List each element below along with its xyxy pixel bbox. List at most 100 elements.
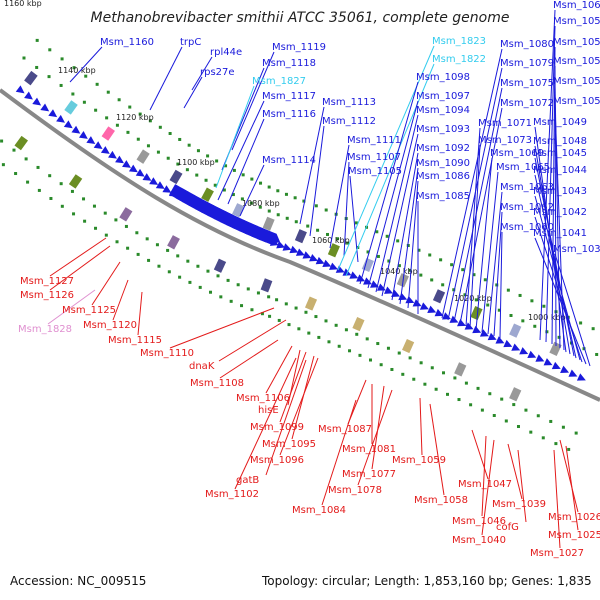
forward-gene-arrow (576, 373, 586, 381)
grid-dot (59, 182, 63, 186)
label-leader-line (507, 443, 523, 500)
scale-tick-label: 1060 kbp (312, 236, 350, 245)
forward-gene (449, 315, 459, 323)
grid-dot (72, 66, 76, 70)
grid-dot (166, 248, 170, 252)
grid-dot (346, 241, 350, 245)
grid-dot (49, 196, 53, 200)
grid-dot (48, 48, 52, 52)
gene-label: Msm_1061 (553, 0, 600, 11)
forward-gene-arrow (48, 109, 58, 118)
gene-label: Msm_1120 (83, 320, 137, 331)
grid-dot (595, 352, 599, 356)
gene-label: Msm_1090 (416, 158, 470, 169)
grid-dot (268, 314, 272, 318)
forward-gene (32, 97, 42, 106)
feature-block (213, 258, 227, 273)
label-leader-line (215, 85, 255, 189)
forward-gene (479, 329, 489, 337)
gene-label: Msm_1026 (548, 512, 600, 523)
forward-gene-arrow (384, 286, 393, 294)
grid-dot (317, 335, 321, 339)
grid-dot (229, 299, 233, 303)
scale-tick-label: 1080 kbp (242, 199, 280, 208)
grid-dot (304, 310, 308, 314)
forward-gene-arrow (282, 243, 292, 251)
forward-gene-arrow (535, 354, 545, 362)
grid-dot (216, 274, 220, 278)
gene-label: Msm_1106 (236, 393, 290, 404)
label-leader-line (554, 253, 591, 367)
forward-gene (457, 318, 466, 327)
forward-gene (568, 369, 578, 377)
forward-gene-arrow (342, 268, 352, 276)
grid-dot (92, 204, 96, 208)
gene-label: Msm_1097 (416, 91, 470, 102)
label-leader-line (534, 174, 577, 359)
forward-gene (527, 350, 537, 359)
scale-tick-label: 1140 kbp (58, 66, 96, 75)
gene-label: Msm_1060 (500, 222, 554, 233)
grid-dot (267, 209, 271, 213)
forward-gene (149, 177, 159, 185)
label-leader-line (112, 279, 129, 321)
grid-dot (128, 105, 132, 109)
grid-dot (452, 288, 456, 292)
forward-gene (135, 168, 145, 177)
gene-label: Msm_1069 (490, 148, 544, 159)
feature-rect (64, 100, 78, 115)
grid-dot (488, 392, 492, 396)
grid-dot (226, 278, 230, 282)
leader-lines-layer (47, 9, 591, 549)
grid-dot (557, 335, 561, 339)
forward-gene (142, 173, 152, 181)
label-leader-line (47, 289, 96, 325)
grid-dot (284, 302, 288, 306)
grid-dot (14, 172, 18, 176)
grid-dot (497, 308, 501, 312)
gene-label: Msm_1071 (478, 118, 532, 129)
grid-dot (397, 264, 401, 268)
gene-label: Msm_1107 (347, 152, 401, 163)
grid-dot (344, 328, 348, 332)
grid-dot (72, 212, 76, 216)
grid-dot (168, 132, 172, 136)
grid-dot (166, 156, 170, 160)
grid-dot (147, 258, 151, 262)
gene-label: Msm_1025 (548, 530, 600, 541)
label-leader-line (137, 291, 143, 336)
forward-gene-arrow (412, 299, 422, 307)
label-leader-line (191, 56, 213, 91)
grid-dot (157, 264, 161, 268)
grid-dot (22, 56, 26, 60)
forward-gene-arrow (370, 280, 379, 288)
grid-dot (287, 323, 291, 327)
grid-dot (506, 288, 510, 292)
gene-label: Msm_1096 (250, 455, 304, 466)
grid-dot (306, 224, 310, 228)
grid-dot (47, 75, 51, 79)
label-leader-line (49, 237, 107, 277)
feature-rect (352, 317, 365, 332)
grid-dot (574, 431, 578, 435)
forward-gene-arrow (135, 168, 145, 177)
gene-label: Msm_1047 (458, 479, 512, 490)
feature-rect (509, 387, 522, 402)
gene-label: Msm_1093 (416, 124, 470, 135)
grid-dot (285, 216, 289, 220)
feature-block (509, 387, 522, 402)
accession-text: Accession: NC_009515 (10, 574, 146, 588)
gene-label: Msm_1117 (262, 91, 316, 102)
feature-block (169, 169, 183, 185)
grid-dot (48, 174, 52, 178)
grid-dot (434, 387, 438, 391)
label-leader-line (169, 307, 275, 349)
feature-rect (136, 149, 150, 164)
grid-dot (60, 57, 64, 61)
forward-gene (56, 114, 65, 123)
grid-dot (521, 319, 525, 323)
gene-label: Msm_1095 (262, 439, 316, 450)
grid-dot (419, 361, 423, 365)
forward-gene-arrow (71, 125, 81, 134)
feature-rect (119, 207, 133, 222)
